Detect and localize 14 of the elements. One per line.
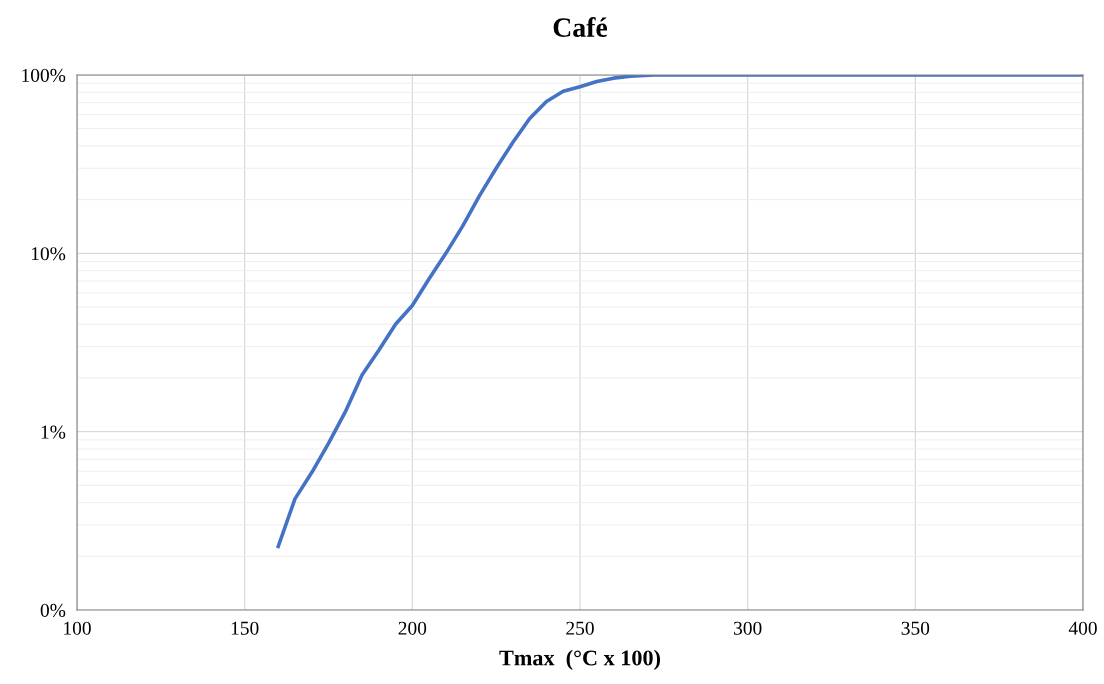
x-axis-title: Tmax (°C x 100) [499,649,660,671]
x-tick-label: 250 [566,621,594,635]
x-tick-label: 150 [231,621,259,635]
y-tick-label: 0% [40,603,66,617]
chart-title: Café [553,17,608,37]
x-tick-label: 300 [734,621,762,635]
x-tick-label: 350 [901,621,930,635]
y-tick-label: 100% [22,68,66,82]
x-tick-label: 200 [398,621,427,635]
y-tick-label: 10% [31,247,66,261]
y-tick-label: 1% [41,425,66,439]
line-series [276,75,1083,549]
x-tick-label: 400 [1068,621,1097,635]
x-tick-label: 100 [64,621,91,635]
